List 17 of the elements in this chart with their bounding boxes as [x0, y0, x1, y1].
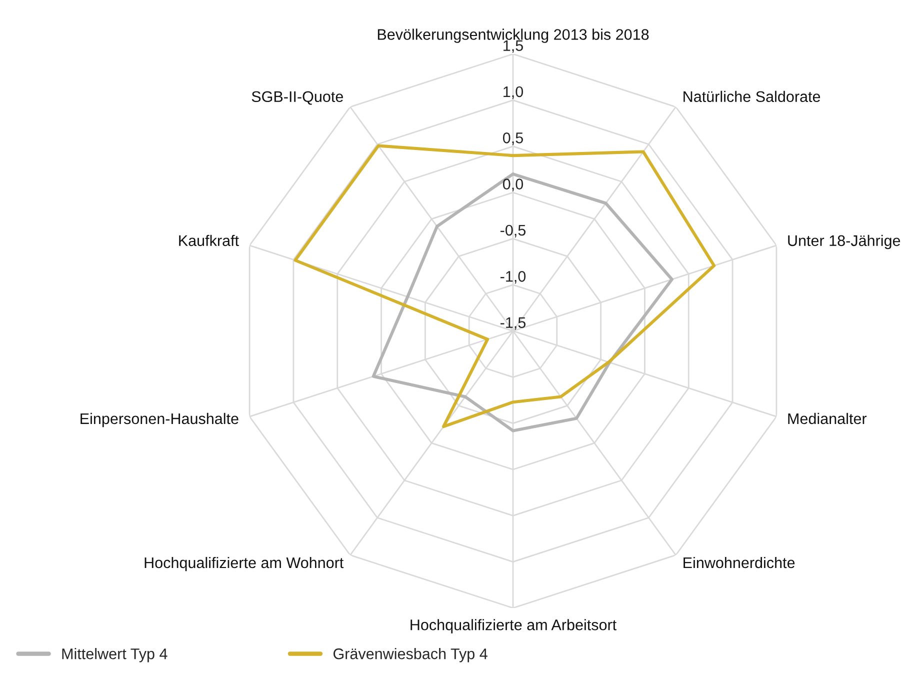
y-tick-label: 1,0 — [504, 86, 524, 99]
legend-label: Grävenwiesbach Typ 4 — [334, 648, 488, 662]
y-tick-label: -1,5 — [500, 317, 526, 330]
spoke-label: Kaufkraft — [179, 234, 239, 246]
y-tick-label: 0,5 — [502, 132, 523, 146]
y-tick-label: -0,5 — [500, 224, 526, 238]
spoke-label: Unter 18-Jährige — [788, 234, 900, 250]
spoke-label: Hochqualifizierte am Arbeitsort — [410, 619, 616, 634]
spoke-label: SGB-II-Quote — [252, 91, 343, 105]
spoke-label: Natürliche Saldorate — [684, 90, 820, 102]
legend-label: Mittelwert Typ 4 — [62, 648, 168, 662]
y-tick-label: 0,0 — [502, 178, 524, 192]
spoke-label: Medianalter — [788, 412, 867, 424]
spoke-label: Einpersonen-Haushalte — [80, 412, 238, 428]
spoke-label: Hochqualifizierte am Wohnort — [144, 556, 344, 572]
y-tick-label: -1,0 — [500, 270, 526, 284]
spoke-label: Einwohnerdichte — [684, 556, 795, 568]
